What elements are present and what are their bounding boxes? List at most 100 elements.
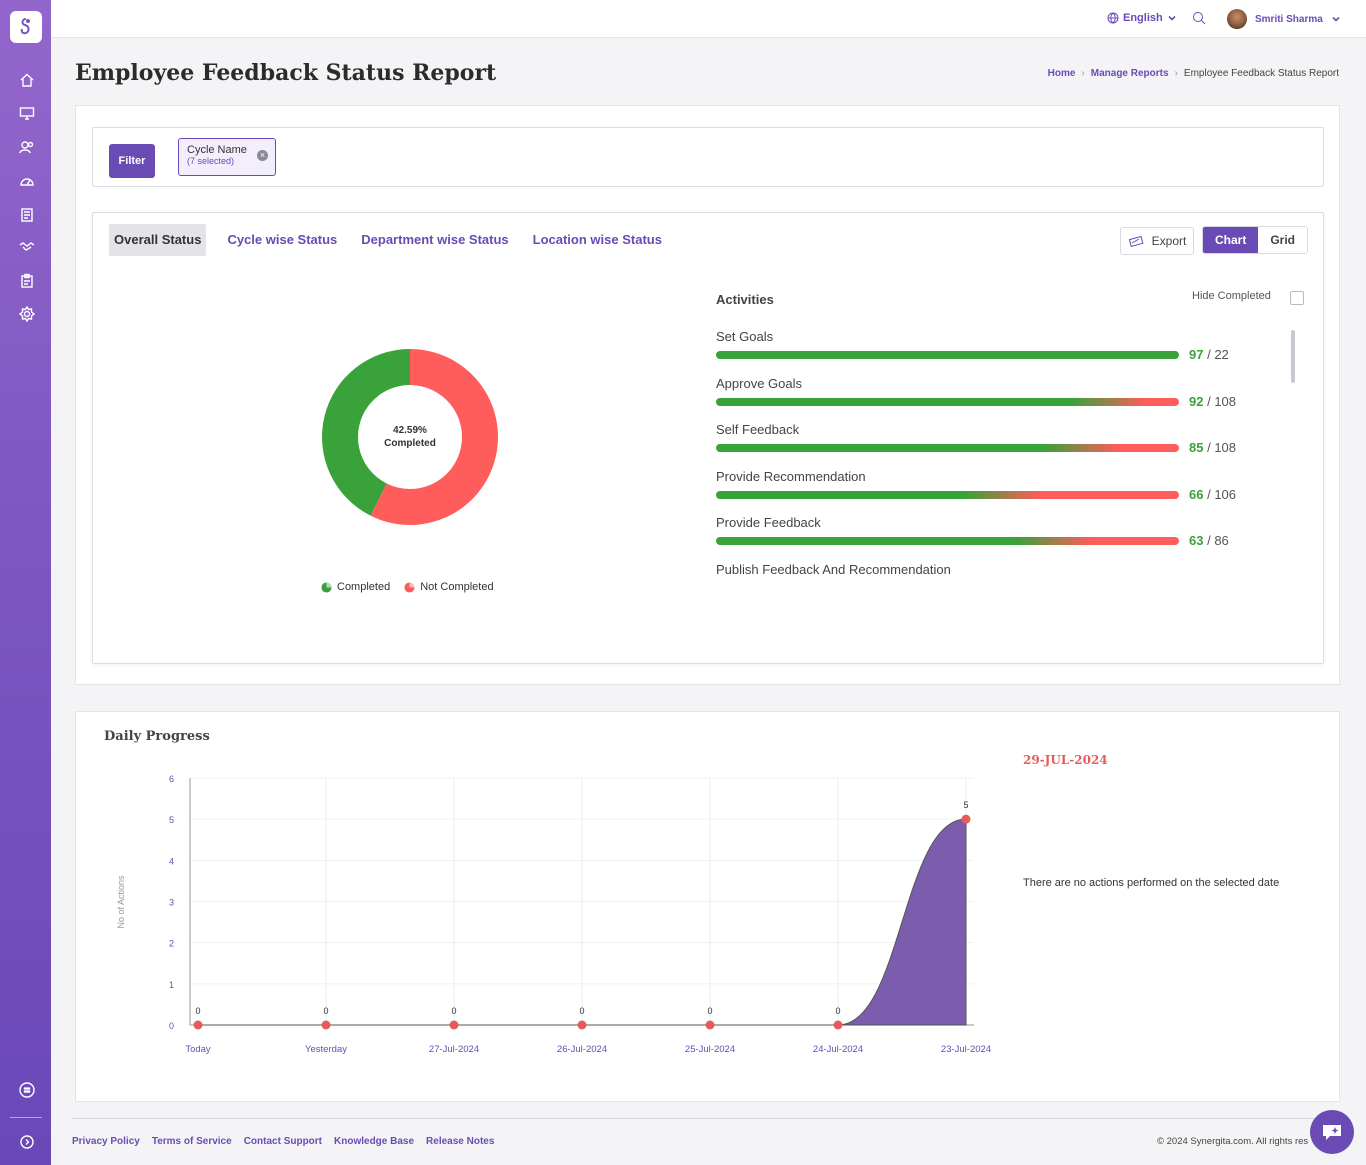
activity-count-separator: / — [1203, 393, 1215, 409]
export-icon — [1128, 235, 1144, 247]
activity-row: Approve Goals 92 / 108 — [716, 376, 1276, 423]
x-tick-label: Yesterday — [305, 1044, 347, 1055]
activities-scrollbar[interactable] — [1291, 330, 1295, 383]
y-tick-label: 4 — [169, 856, 174, 866]
tab-cycle-wise-status[interactable]: Cycle wise Status — [227, 232, 338, 247]
legend-completed[interactable]: Completed — [321, 581, 390, 593]
status-panel: Overall Status Cycle wise Status Departm… — [92, 212, 1324, 664]
activity-count-separator: / — [1203, 533, 1215, 548]
tab-location-wise-status[interactable]: Location wise Status — [532, 232, 662, 247]
chip-title: Cycle Name — [187, 144, 247, 156]
pie-not-completed-icon — [404, 581, 415, 593]
avatar — [1227, 9, 1247, 29]
knowledge-base-link[interactable]: Knowledge Base — [334, 1136, 415, 1147]
privacy-policy-link[interactable]: Privacy Policy — [72, 1136, 140, 1147]
user-menu[interactable]: Smriti Sharma — [1227, 9, 1341, 29]
donut-svg — [321, 349, 498, 525]
page-title: Employee Feedback Status Report — [75, 60, 497, 86]
activity-count: 63 / 86 — [1189, 533, 1229, 548]
data-label: 0 — [835, 1006, 840, 1016]
donut-center-label: 42.59% Completed — [321, 424, 499, 450]
y-tick-label: 5 — [169, 815, 174, 825]
donut-slice-not-completed[interactable] — [370, 349, 498, 525]
remove-filter-icon[interactable]: × — [257, 150, 268, 161]
activity-progress-bar — [716, 537, 1179, 545]
filter-button[interactable]: Filter — [109, 144, 155, 178]
chat-icon — [1323, 1125, 1341, 1140]
legend-not-completed[interactable]: Not Completed — [404, 581, 494, 593]
activity-count-separator: / — [1203, 347, 1215, 362]
tab-overall-status[interactable]: Overall Status — [109, 224, 207, 256]
activity-total-count: 106 — [1214, 486, 1237, 502]
globe-icon — [1107, 12, 1119, 24]
search-button[interactable] — [1192, 11, 1206, 30]
cycle-name-filter-chip[interactable]: Cycle Name (7 selected) × — [178, 138, 276, 176]
activities-title: Activities — [716, 292, 774, 307]
activity-row: Set Goals 97 / 22 — [716, 329, 1276, 376]
tab-department-wise-status[interactable]: Department wise Status — [361, 232, 509, 247]
hide-completed-checkbox[interactable] — [1290, 291, 1304, 305]
footer-links: Privacy Policy Terms of Service Contact … — [72, 1136, 494, 1147]
chat-button[interactable] — [1310, 1110, 1354, 1154]
activity-progress-bar — [716, 351, 1179, 359]
x-tick-label: 25-Jul-2024 — [685, 1044, 735, 1055]
breadcrumb-current: Employee Feedback Status Report — [1183, 68, 1339, 79]
activity-done-count: 97 — [1189, 347, 1204, 362]
activity-name: Set Goals — [716, 329, 774, 344]
synergita-logo-icon — [20, 18, 30, 35]
daily-progress-chart: 0 1 2 3 4 5 6 No of Actions 0 Today 0 Yesterday 0 27-… — [116, 774, 991, 1055]
activity-name: Publish Feedback And Recommendation — [716, 561, 951, 577]
language-selector[interactable]: English — [1107, 12, 1177, 24]
x-tick-label: 26-Jul-2024 — [557, 1044, 607, 1055]
completion-donut-chart: 42.59% Completed — [321, 348, 499, 526]
settings-icon[interactable] — [14, 303, 40, 325]
activity-count: 85 / 108 — [1189, 440, 1236, 455]
contact-support-link[interactable]: Contact Support — [243, 1136, 323, 1147]
home-icon[interactable] — [14, 69, 40, 91]
daily-progress-title: Daily Progress — [104, 729, 210, 744]
export-button[interactable]: Export — [1120, 227, 1194, 255]
grid-view-button[interactable]: Grid — [1258, 227, 1308, 253]
people-icon[interactable] — [14, 136, 40, 158]
y-tick-label: 2 — [169, 939, 174, 949]
selected-date: 29-JUL-2024 — [1023, 753, 1108, 767]
apps-grid-icon[interactable] — [14, 1079, 40, 1101]
handshake-icon[interactable] — [14, 236, 40, 258]
chevron-down-icon — [1332, 16, 1340, 22]
release-notes-link[interactable]: Release Notes — [426, 1136, 495, 1147]
terms-of-service-link[interactable]: Terms of Service — [151, 1136, 232, 1147]
language-label: English — [1123, 12, 1163, 24]
data-label: 0 — [195, 1006, 200, 1016]
donut-percent: 42.59% — [393, 425, 427, 436]
dashboard-icon[interactable] — [14, 170, 40, 192]
monitor-icon[interactable] — [14, 102, 40, 124]
activity-progress-bar — [716, 490, 1179, 499]
activity-total-count: 22 — [1214, 347, 1229, 362]
breadcrumb-manage-reports[interactable]: Manage Reports — [1090, 68, 1169, 79]
activity-total-count: 86 — [1214, 533, 1229, 548]
donut-slice-completed[interactable] — [321, 349, 410, 516]
chart-view-button[interactable]: Chart — [1203, 227, 1259, 253]
document-icon[interactable] — [14, 204, 40, 226]
footer-divider — [72, 1118, 1340, 1119]
breadcrumb-separator-icon: › — [1081, 68, 1085, 79]
breadcrumb-home[interactable]: Home — [1047, 68, 1076, 79]
donut-legend: Completed Not Completed — [321, 581, 494, 593]
activity-count: 97 / 22 — [1189, 347, 1229, 362]
activity-row: Self Feedback 85 / 108 — [716, 422, 1276, 469]
topbar: English Smriti Sharma — [51, 0, 1366, 38]
y-tick-label: 3 — [169, 898, 174, 908]
activity-total-count: 108 — [1214, 393, 1237, 409]
x-tick-label: Today — [185, 1044, 211, 1055]
data-point — [321, 1020, 331, 1030]
data-point — [449, 1020, 459, 1030]
activity-progress-bar — [716, 397, 1179, 406]
app-logo[interactable] — [10, 11, 42, 43]
area-series — [198, 818, 967, 1026]
breadcrumb: Home › Manage Reports › Employee Feedbac… — [1048, 68, 1339, 79]
report-card: Filter Cycle Name (7 selected) × Overall… — [75, 105, 1340, 685]
search-icon — [1193, 12, 1206, 25]
expand-sidebar-icon[interactable] — [14, 1131, 40, 1153]
clipboard-icon[interactable] — [14, 270, 40, 292]
y-tick-label: 1 — [169, 980, 174, 990]
